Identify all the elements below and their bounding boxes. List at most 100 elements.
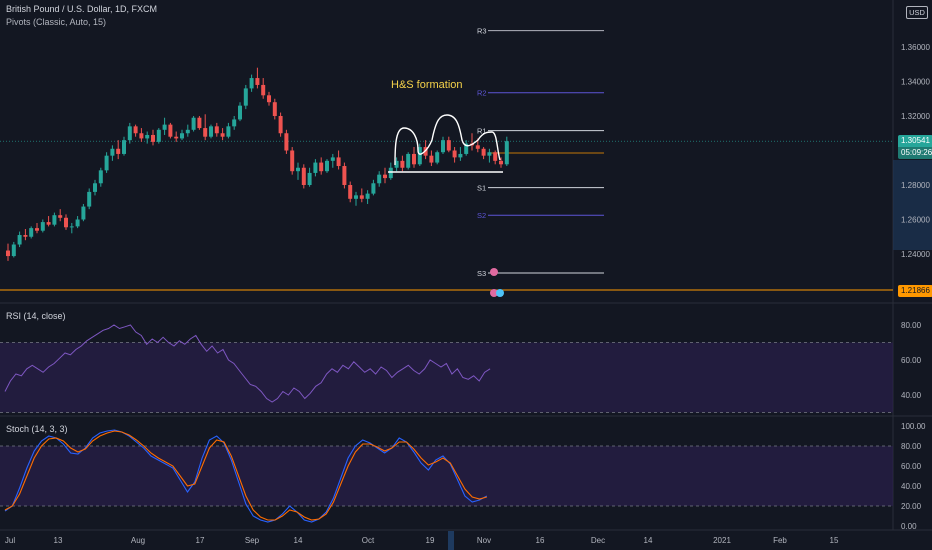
candle-body (394, 160, 399, 168)
stoch-d-line (4, 430, 487, 521)
candle-body (307, 172, 312, 185)
candle-body (348, 185, 353, 199)
candle-body (313, 162, 318, 173)
candle-body (493, 152, 498, 161)
pivot-label-s2: S2 (477, 211, 486, 220)
candle-body (243, 88, 248, 106)
candle-body (180, 133, 184, 139)
candle-body (139, 133, 144, 139)
candle-body (267, 95, 271, 103)
candle-body (330, 157, 335, 161)
candle-body (487, 152, 492, 156)
stoch-band (0, 446, 893, 506)
stoch-tick-label: 20.00 (901, 502, 922, 511)
pivot-label-r2: R2 (477, 89, 487, 98)
pivot-label-r1: R1 (477, 127, 487, 136)
time-axis-label: Dec (591, 536, 605, 545)
candle-body (11, 244, 16, 257)
candle-body (336, 157, 341, 167)
event-marker-icon (490, 289, 498, 297)
pivot-label-r3: R3 (477, 27, 487, 36)
time-axis-label: 14 (644, 536, 653, 545)
time-axis-label: Nov (477, 536, 491, 545)
candle-body (400, 160, 405, 168)
candle-body (475, 145, 480, 149)
candle-body (452, 150, 457, 158)
candle-body (278, 116, 283, 134)
stoch-tick-label: 80.00 (901, 442, 922, 451)
candle-body (64, 217, 68, 228)
stoch-label[interactable]: Stoch (14, 3, 3) (6, 424, 68, 434)
event-marker-icon (490, 268, 498, 276)
candle-body (284, 133, 289, 151)
candle-body (499, 160, 503, 165)
candle-body (127, 126, 132, 141)
candle-body (58, 215, 63, 218)
time-axis-label: 15 (830, 536, 839, 545)
candle-body (162, 124, 167, 130)
candle-body (168, 124, 173, 137)
time-axis-label: 17 (196, 536, 205, 545)
price-axis-bg (893, 0, 932, 550)
candle-body (354, 195, 358, 199)
time-axis-label: 13 (54, 536, 63, 545)
hs-drawing-outline (388, 114, 503, 173)
countdown-tag: 05:09:26 (898, 147, 932, 159)
low-level-tag: 1.21866 (898, 285, 932, 297)
price-tick-label: 1.28000 (901, 181, 930, 190)
candle-body (232, 119, 237, 127)
candle-body (301, 167, 306, 185)
candle-body (98, 170, 103, 184)
candle-body (388, 167, 393, 179)
candle-body (359, 195, 364, 199)
candle-body (365, 193, 370, 199)
candle-body (417, 147, 422, 165)
stoch-tick-label: 100.00 (901, 422, 926, 431)
time-axis-label: 19 (426, 536, 435, 545)
candle-body (296, 167, 300, 172)
stoch-tick-label: 60.00 (901, 462, 922, 471)
candle-body (342, 166, 347, 185)
candle-body (220, 133, 225, 137)
candle-body (93, 183, 97, 192)
rsi-series-line (4, 324, 491, 403)
pivots-indicator-label[interactable]: Pivots (Classic, Auto, 15) (6, 17, 107, 27)
pivot-label-s3: S3 (477, 269, 486, 278)
candle-body (69, 226, 74, 228)
candle-body (435, 152, 440, 163)
candle-body (249, 78, 254, 89)
time-axis-label: Oct (362, 536, 375, 545)
time-axis-label: 16 (536, 536, 545, 545)
time-axis-label: 2021 (713, 536, 731, 545)
candle-body (464, 143, 469, 154)
candle-body (104, 155, 109, 171)
candle-body (75, 219, 80, 227)
pivot-label-s1: S1 (477, 184, 486, 193)
candle-body (325, 160, 329, 172)
price-tick-label: 1.36000 (901, 43, 930, 52)
candle-body (383, 174, 387, 179)
candle-body (429, 155, 434, 163)
time-axis-label: 14 (294, 536, 303, 545)
candle-body (197, 117, 202, 129)
rsi-label[interactable]: RSI (14, close) (6, 311, 66, 321)
candle-body (504, 141, 509, 165)
rsi-tick-label: 80.00 (901, 321, 922, 330)
price-tick-label: 1.32000 (901, 112, 930, 121)
candle-body (46, 222, 51, 225)
stoch-tick-label: 40.00 (901, 482, 922, 491)
hs-formation-annotation[interactable]: H&S formation (391, 79, 463, 91)
candle-body (272, 102, 277, 116)
candle-body (446, 140, 451, 151)
currency-button[interactable]: USD (906, 6, 928, 19)
candle-body (151, 134, 155, 142)
candle-body (209, 126, 213, 137)
current-price-tag: 1.30541 (898, 135, 932, 147)
rsi-tick-label: 40.00 (901, 391, 922, 400)
candle-body (81, 206, 86, 220)
price-tick-label: 1.34000 (901, 78, 930, 87)
price-tick-label: 1.26000 (901, 216, 930, 225)
candle-body (191, 117, 196, 130)
candle-body (371, 183, 376, 194)
